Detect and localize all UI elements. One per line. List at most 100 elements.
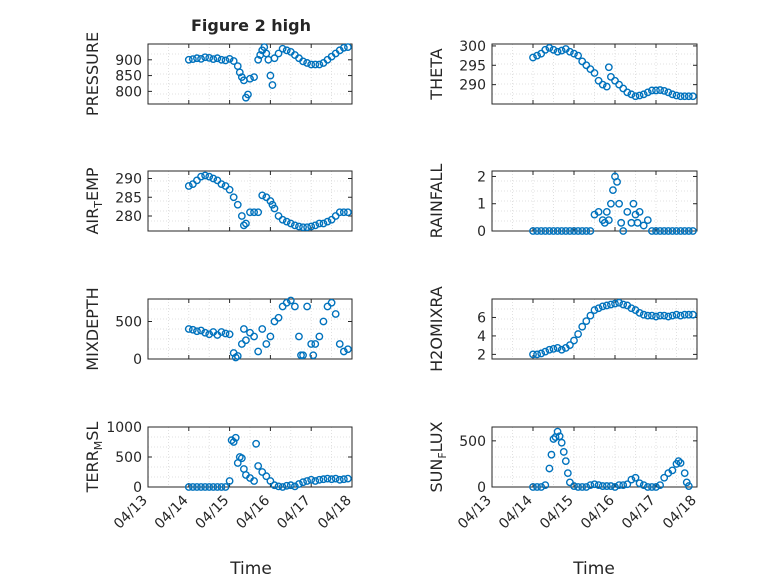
data-point — [689, 227, 697, 235]
data-point — [193, 54, 201, 63]
data-point — [266, 197, 275, 205]
data-point — [327, 298, 336, 307]
data-point — [547, 450, 556, 459]
data-point — [545, 227, 554, 235]
data-point — [672, 310, 681, 319]
y-tick-label: 4 — [477, 329, 486, 345]
data-point — [344, 43, 352, 52]
data-point — [537, 349, 546, 358]
data-point — [652, 86, 660, 95]
data-point — [545, 345, 554, 354]
data-point — [266, 71, 275, 80]
data-point — [557, 438, 566, 447]
data-point — [664, 88, 673, 97]
subplot-4: 0 1 2 RAINFALL — [427, 164, 698, 240]
data-point — [533, 350, 541, 359]
y-axis-label: PRESSURE — [83, 32, 102, 116]
data-point — [674, 457, 683, 466]
data-point — [331, 474, 340, 483]
data-point — [639, 221, 648, 230]
data-point — [229, 438, 238, 446]
data-point — [602, 301, 611, 310]
data-point — [578, 322, 587, 331]
data-point — [197, 326, 205, 335]
data-point — [553, 227, 562, 235]
data-point — [282, 298, 291, 307]
data-point — [266, 332, 275, 341]
data-point — [545, 464, 554, 473]
y-tick-label: 1 — [477, 197, 486, 213]
data-point — [197, 483, 205, 491]
y-tick-label: 300 — [459, 39, 486, 55]
data-point — [598, 482, 607, 490]
data-point — [290, 302, 299, 311]
data-point — [229, 57, 238, 65]
data-point — [578, 483, 587, 491]
data-point — [235, 68, 244, 77]
data-point — [643, 88, 652, 97]
data-point — [299, 57, 307, 66]
data-point — [262, 472, 271, 481]
data-point — [237, 454, 246, 463]
data-point — [604, 63, 613, 72]
data-point — [254, 55, 263, 64]
data-point — [680, 469, 689, 478]
axes-box — [147, 43, 353, 105]
data-point — [578, 57, 587, 66]
x-tick-label: 04/14 — [496, 492, 536, 532]
data-point — [205, 330, 214, 339]
data-point — [339, 347, 348, 356]
y-axis-label: H2OMIXRA — [427, 286, 446, 372]
data-point — [184, 182, 193, 190]
data-point — [684, 92, 693, 101]
y-tick-label: 295 — [459, 58, 486, 74]
data-point — [217, 483, 226, 491]
y-axis-label: RAINFALL — [427, 164, 446, 239]
data-point — [570, 227, 578, 235]
data-point — [566, 341, 574, 350]
data-point — [541, 45, 550, 54]
y-tick-label: 800 — [115, 84, 142, 100]
data-point — [278, 302, 287, 311]
data-point — [684, 482, 693, 490]
data-point — [529, 53, 537, 62]
data-point — [315, 60, 324, 69]
data-point — [635, 479, 644, 488]
data-point — [286, 219, 295, 228]
data-point — [643, 216, 652, 224]
data-point — [586, 311, 595, 320]
data-point — [672, 91, 681, 100]
figure-title: Figure 2 high — [191, 16, 311, 35]
data-point — [553, 427, 562, 436]
data-point — [566, 227, 574, 235]
data-point — [537, 227, 546, 235]
data-point — [262, 340, 271, 348]
data-point — [586, 227, 595, 235]
data-point — [566, 47, 574, 56]
data-point — [561, 457, 570, 466]
data-point — [643, 311, 652, 320]
data-point — [225, 54, 234, 63]
data-point — [549, 344, 558, 353]
data-point — [233, 62, 242, 71]
data-point — [529, 350, 537, 359]
data-point — [635, 208, 644, 216]
data-point — [619, 227, 628, 235]
subplot-3: 280 285 290 AIRTEMP — [83, 167, 353, 235]
data-point — [594, 208, 603, 216]
data-point — [205, 483, 214, 491]
data-point — [258, 191, 267, 200]
data-point — [184, 483, 193, 491]
data-point — [611, 76, 619, 85]
data-point — [619, 84, 628, 93]
y-axis-label: THETA — [427, 48, 446, 100]
data-point — [623, 208, 632, 216]
data-point — [639, 310, 648, 319]
data-point — [299, 478, 307, 487]
data-point — [201, 171, 210, 180]
x-tick-label: 04/15 — [537, 493, 577, 533]
data-point — [299, 351, 307, 360]
data-point — [193, 176, 201, 185]
data-point — [676, 311, 685, 320]
